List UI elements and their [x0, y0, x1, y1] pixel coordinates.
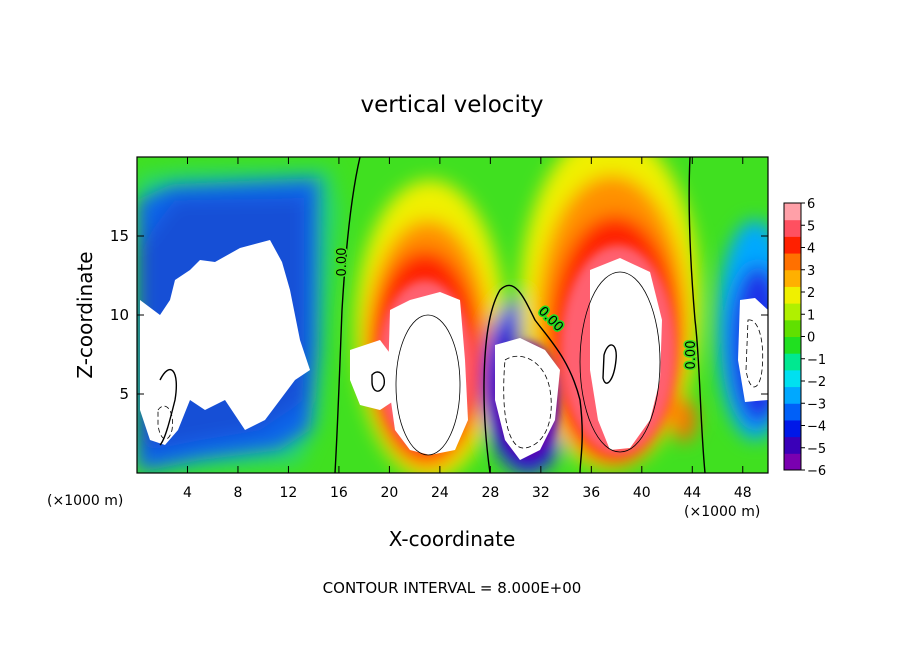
colorbar-swatch [784, 236, 801, 254]
x-tick-label: 44 [683, 485, 701, 501]
colorbar-label: 2 [807, 286, 815, 301]
x-unit-left: (×1000 m) [47, 493, 123, 509]
x-tick-label: 8 [233, 485, 242, 501]
x-tick-label: 24 [431, 485, 449, 501]
colorbar-swatch [784, 336, 801, 354]
x-axis-label: X-coordinate [389, 527, 516, 551]
colorbar-swatch [784, 386, 801, 404]
colorbar-swatch [784, 369, 801, 388]
contour-lines [159, 157, 706, 473]
saturated-regions [140, 240, 768, 460]
contour-label: 0.00 [335, 248, 350, 277]
x-tick-label: 16 [330, 485, 348, 501]
x-tick-label: 40 [633, 485, 651, 501]
x-axis: 4 8 12 16 20 24 28 32 36 40 44 48 [183, 157, 752, 501]
colorbar-label: 0 [807, 331, 815, 346]
colorbar-label: −1 [807, 353, 826, 368]
colorbar-label: −6 [807, 464, 826, 479]
colorbar-swatch [784, 253, 801, 271]
colorbar-label: 4 [807, 242, 815, 257]
colorbar-swatch [784, 419, 801, 438]
colorbar-label: −3 [807, 397, 826, 412]
colorbar-swatch [784, 203, 801, 221]
x-unit-right: (×1000 m) [684, 504, 760, 520]
y-tick-label: 15 [110, 227, 129, 245]
x-tick-label: 28 [481, 485, 499, 501]
x-tick-label: 4 [183, 485, 192, 501]
colorbar-label: 1 [807, 308, 815, 323]
contour-label: 0.00 [684, 341, 699, 370]
colorbar-swatch [784, 353, 801, 371]
colorbar: 6 5 4 3 2 1 0 −1 −2 −3 −4 −5 −6 [783, 197, 826, 479]
colorbar-swatch [784, 269, 801, 287]
colorbar-label: −4 [807, 420, 826, 435]
colorbar-swatch [784, 303, 801, 321]
heatmap-field [137, 157, 768, 473]
colorbar-label: 6 [807, 197, 815, 212]
colorbar-label: 3 [807, 264, 815, 279]
colorbar-swatch [784, 286, 801, 304]
y-axis-label: Z-coordinate [73, 251, 97, 378]
chart-title: vertical velocity [361, 92, 544, 118]
x-tick-label: 32 [532, 485, 550, 501]
colorbar-swatch [784, 403, 801, 421]
y-tick-label: 10 [110, 306, 129, 324]
colorbar-label: −5 [807, 442, 826, 457]
colorbar-label: −2 [807, 375, 826, 390]
y-tick-label: 5 [119, 385, 129, 403]
x-tick-label: 36 [582, 485, 600, 501]
colorbar-swatch [784, 319, 801, 337]
colorbar-swatch [784, 453, 801, 471]
colorbar-label: 5 [807, 219, 815, 234]
x-tick-label: 48 [734, 485, 752, 501]
x-tick-label: 12 [280, 485, 298, 501]
colorbar-swatch [784, 436, 801, 454]
y-axis: 5 10 15 [110, 227, 768, 403]
x-tick-label: 20 [380, 485, 398, 501]
contour-interval-note: CONTOUR INTERVAL = 8.000E+00 [323, 579, 582, 597]
colorbar-swatch [784, 219, 801, 237]
